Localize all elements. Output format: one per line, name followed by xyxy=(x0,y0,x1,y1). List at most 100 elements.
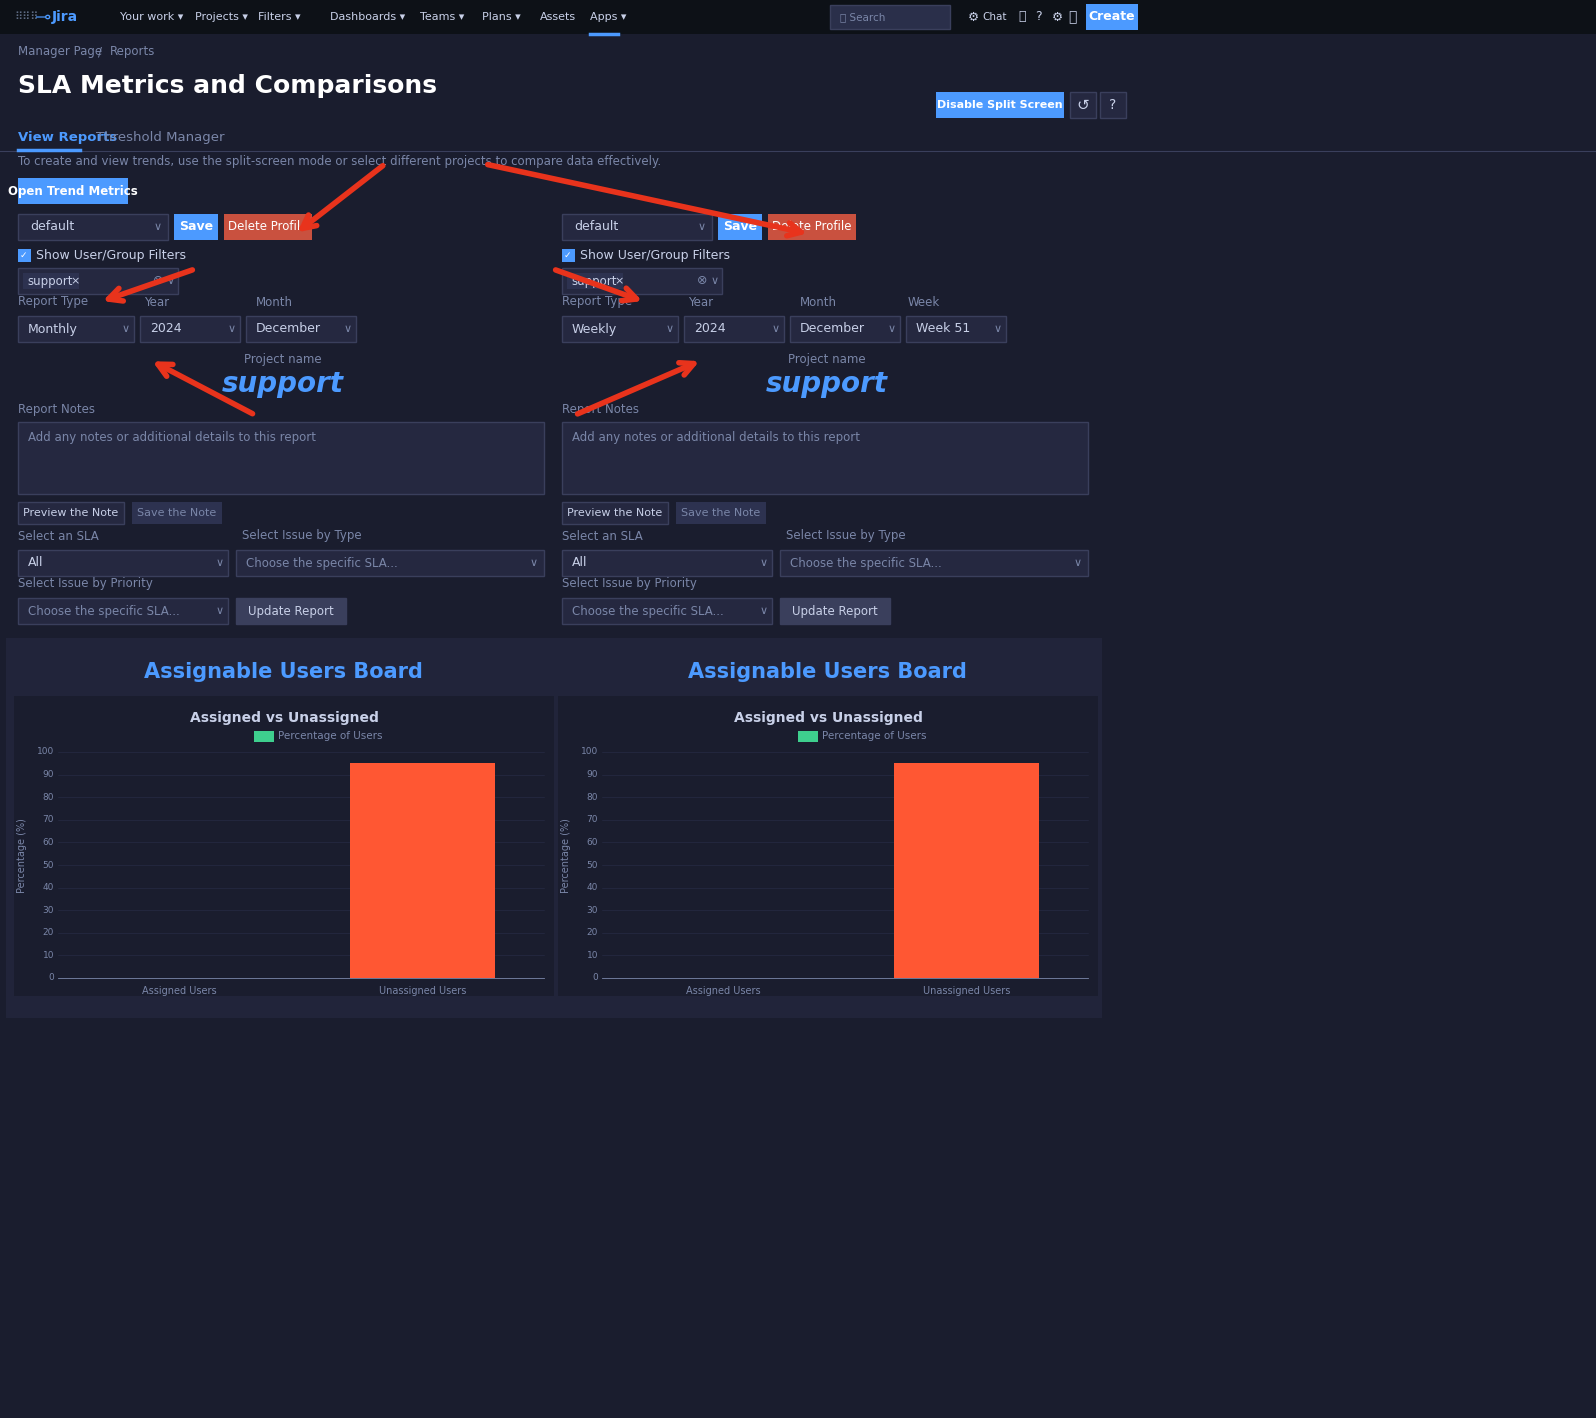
Text: Manager Page: Manager Page xyxy=(18,45,102,58)
Text: Monthly: Monthly xyxy=(29,322,78,336)
Text: Report Notes: Report Notes xyxy=(562,404,638,417)
Bar xyxy=(768,214,855,240)
Text: 🔍 Search: 🔍 Search xyxy=(839,11,886,23)
Text: 2024: 2024 xyxy=(694,322,726,336)
Text: Delete Profile: Delete Profile xyxy=(228,221,308,234)
Text: Open Trend Metrics: Open Trend Metrics xyxy=(8,184,137,197)
Text: Update Report: Update Report xyxy=(792,604,878,617)
Text: Select an SLA: Select an SLA xyxy=(562,529,643,543)
Bar xyxy=(0,123,1596,152)
Bar xyxy=(830,6,950,28)
Text: Month: Month xyxy=(255,295,294,309)
Text: Percentage (%): Percentage (%) xyxy=(562,818,571,893)
Bar xyxy=(830,6,950,28)
Text: 🔔: 🔔 xyxy=(1018,10,1026,24)
Text: Create: Create xyxy=(1088,10,1135,24)
Bar xyxy=(1085,4,1138,30)
Text: ∨: ∨ xyxy=(697,223,705,233)
Bar xyxy=(18,316,134,342)
Text: ⊗: ⊗ xyxy=(153,275,163,288)
Text: Project name: Project name xyxy=(788,353,865,366)
Bar xyxy=(18,423,544,493)
Text: Apps ▾: Apps ▾ xyxy=(591,11,627,23)
Text: 70: 70 xyxy=(586,815,598,824)
Text: default: default xyxy=(30,221,75,234)
Text: Week 51: Week 51 xyxy=(916,322,970,336)
Bar xyxy=(18,250,30,262)
Text: All: All xyxy=(571,556,587,570)
Text: All: All xyxy=(29,556,43,570)
Bar xyxy=(0,34,1596,123)
Text: Report Type: Report Type xyxy=(562,295,632,309)
Bar xyxy=(780,598,891,624)
Text: Select Issue by Type: Select Issue by Type xyxy=(243,529,362,543)
Bar xyxy=(562,214,712,240)
Text: 30: 30 xyxy=(586,906,598,915)
Text: ×: × xyxy=(70,277,80,286)
Bar xyxy=(1069,92,1096,118)
Text: ∨: ∨ xyxy=(666,323,674,335)
Text: Select an SLA: Select an SLA xyxy=(18,529,99,543)
Text: support: support xyxy=(571,275,616,288)
Text: Unassigned Users: Unassigned Users xyxy=(922,986,1010,995)
Bar xyxy=(562,598,772,624)
Text: 👤: 👤 xyxy=(1068,10,1076,24)
Text: 60: 60 xyxy=(43,838,54,847)
Bar xyxy=(236,598,346,624)
Bar xyxy=(790,316,900,342)
Text: support: support xyxy=(766,370,887,398)
Bar xyxy=(562,268,721,294)
Text: ?: ? xyxy=(1109,98,1117,112)
Text: ∨: ∨ xyxy=(887,323,895,335)
Text: ∨: ∨ xyxy=(1074,559,1082,569)
Text: 10: 10 xyxy=(586,951,598,960)
Bar xyxy=(22,274,78,289)
Text: Threshold Manager: Threshold Manager xyxy=(96,132,225,145)
Text: ∨: ∨ xyxy=(772,323,780,335)
Text: Percentage (%): Percentage (%) xyxy=(18,818,27,893)
Text: 0: 0 xyxy=(48,974,54,983)
Text: Your work ▾: Your work ▾ xyxy=(120,11,184,23)
Text: ∨: ∨ xyxy=(153,223,163,233)
Text: ?: ? xyxy=(1034,10,1042,24)
Text: Save: Save xyxy=(179,221,212,234)
Text: Delete Profile: Delete Profile xyxy=(772,221,852,234)
Text: Dashboards ▾: Dashboards ▾ xyxy=(330,11,405,23)
Text: ⚙: ⚙ xyxy=(969,10,980,24)
Text: Filters ▾: Filters ▾ xyxy=(259,11,300,23)
Bar xyxy=(254,732,275,742)
Text: Show User/Group Filters: Show User/Group Filters xyxy=(37,248,187,261)
Text: Projects ▾: Projects ▾ xyxy=(195,11,247,23)
Text: Assigned Users: Assigned Users xyxy=(142,986,217,995)
Text: 20: 20 xyxy=(587,929,598,937)
Text: Disable Split Screen: Disable Split Screen xyxy=(937,101,1063,111)
Text: ∨: ∨ xyxy=(215,559,223,569)
Text: ⊸: ⊸ xyxy=(34,7,51,27)
Bar xyxy=(567,274,622,289)
Text: ↺: ↺ xyxy=(1077,98,1090,112)
Text: Percentage of Users: Percentage of Users xyxy=(278,732,383,742)
Text: Select Issue by Priority: Select Issue by Priority xyxy=(562,577,697,590)
Text: 70: 70 xyxy=(43,815,54,824)
Text: 50: 50 xyxy=(43,861,54,869)
Text: Assigned vs Unassigned: Assigned vs Unassigned xyxy=(190,710,378,725)
Bar xyxy=(718,214,761,240)
Text: Month: Month xyxy=(800,295,836,309)
Text: ∨: ∨ xyxy=(228,323,236,335)
Bar xyxy=(132,502,222,525)
Text: ⚙: ⚙ xyxy=(1052,10,1063,24)
Text: Select Issue by Priority: Select Issue by Priority xyxy=(18,577,153,590)
Text: SLA Metrics and Comparisons: SLA Metrics and Comparisons xyxy=(18,74,437,98)
Text: Show User/Group Filters: Show User/Group Filters xyxy=(579,248,729,261)
Text: Year: Year xyxy=(688,295,713,309)
Text: December: December xyxy=(255,322,321,336)
Bar xyxy=(236,598,346,624)
Bar xyxy=(18,179,128,204)
Text: ∨: ∨ xyxy=(760,559,768,569)
Bar xyxy=(174,214,219,240)
Bar xyxy=(562,502,669,525)
Text: ∨: ∨ xyxy=(760,605,768,615)
Text: Percentage of Users: Percentage of Users xyxy=(822,732,927,742)
Text: Preview the Note: Preview the Note xyxy=(24,508,118,518)
Text: ∨: ∨ xyxy=(710,277,720,286)
